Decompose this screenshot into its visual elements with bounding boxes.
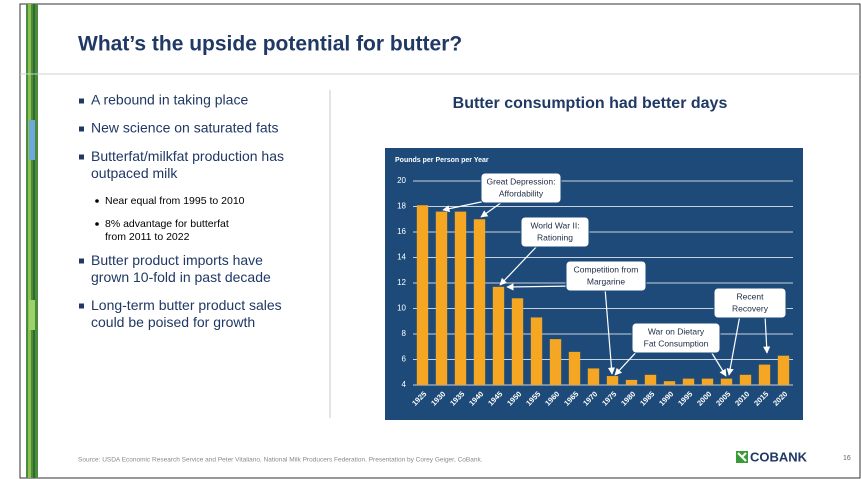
sub-bullet-line: from 2011 to 2022 — [105, 231, 190, 243]
y-axis-label: Pounds per Person per Year — [395, 157, 489, 164]
callout-box — [520, 216, 590, 248]
y-tick-label: 18 — [397, 202, 406, 211]
bullet-list: A rebound in taking place New science on … — [79, 92, 284, 330]
bullet-line: grown 10-fold in past decade — [91, 269, 271, 285]
callout-text: Competition from — [574, 264, 639, 274]
bar — [511, 298, 524, 385]
bullet-text: Long-term butter product sales could be p… — [91, 297, 282, 330]
bullet-marker — [79, 154, 84, 160]
slide-title: What’s the upside potential for butter? — [78, 33, 462, 56]
callout-box — [631, 322, 721, 354]
bullet-text: A rebound in taking place — [91, 92, 248, 108]
bar — [530, 317, 543, 385]
bar — [473, 219, 486, 385]
callout-box — [713, 287, 787, 319]
bar — [758, 364, 771, 385]
sub-bullet-line: 8% advantage for butterfat — [105, 218, 229, 230]
bar — [644, 374, 657, 385]
callout-text: Great Depression: — [487, 176, 556, 186]
callout-text: Affordability — [499, 188, 544, 198]
chart-title: Butter consumption had better days — [453, 95, 728, 112]
callout-text: Margarine — [587, 276, 626, 286]
bullet-marker — [79, 303, 84, 309]
y-tick-label: 8 — [402, 329, 407, 338]
y-tick-label: 20 — [397, 176, 406, 185]
bar — [568, 351, 581, 385]
callout-text: Recovery — [732, 303, 769, 313]
y-tick-label: 14 — [397, 253, 406, 262]
y-tick-label: 10 — [397, 304, 406, 313]
bullet-line: Butterfat/milkfat production has — [91, 148, 284, 164]
y-tick-label: 16 — [397, 227, 406, 236]
bar — [739, 374, 752, 385]
bullet-marker — [79, 258, 84, 264]
callout-text: Fat Consumption — [644, 338, 709, 348]
logo-text: COBANK — [750, 449, 808, 464]
bar — [435, 211, 448, 385]
bullet-line: outpaced milk — [91, 165, 178, 181]
source-note: Source: USDA Economic Research Service a… — [78, 457, 483, 464]
sub-bullet-marker — [95, 199, 99, 203]
callouts: Great Depression: Affordability World War … — [480, 172, 787, 354]
callout-text: World War II: — [530, 220, 579, 230]
bullet-line: Long-term butter product sales — [91, 297, 282, 313]
bar — [682, 378, 695, 385]
side-stripe — [26, 4, 38, 478]
bar — [625, 379, 638, 385]
callout-text: Rationing — [537, 232, 573, 242]
bar — [587, 368, 600, 385]
callout-box — [565, 260, 647, 292]
callout-text: War on Dietary — [648, 326, 705, 336]
bullet-line: Butter product imports have — [91, 252, 263, 268]
bullet-text: Butterfat/milkfat production has outpaced… — [91, 148, 284, 181]
page-number: 16 — [843, 455, 851, 462]
y-tick-label: 6 — [402, 355, 407, 364]
bullet-marker — [79, 126, 84, 132]
logo: COBANK — [736, 449, 808, 464]
sub-bullet-marker — [95, 222, 99, 226]
bar — [720, 378, 733, 385]
bar — [492, 286, 505, 385]
sub-bullet-text: 8% advantage for butterfat from 2011 to 2… — [105, 218, 229, 243]
bar — [454, 211, 467, 385]
bullet-marker — [79, 98, 84, 104]
bar — [701, 378, 714, 385]
bar — [777, 355, 790, 385]
bar — [606, 376, 619, 385]
bar — [416, 205, 429, 385]
bar — [549, 339, 562, 385]
bullet-text: New science on saturated fats — [91, 120, 279, 136]
callout-box — [480, 172, 562, 204]
callout-text: Recent — [737, 291, 765, 301]
bar — [663, 381, 676, 385]
sub-bullet-text: Near equal from 1995 to 2010 — [105, 195, 245, 207]
bullet-text: Butter product imports have grown 10-fold… — [91, 252, 271, 285]
y-tick-label: 4 — [402, 380, 407, 389]
y-tick-label: 12 — [397, 278, 406, 287]
bullet-line: could be poised for growth — [91, 314, 255, 330]
